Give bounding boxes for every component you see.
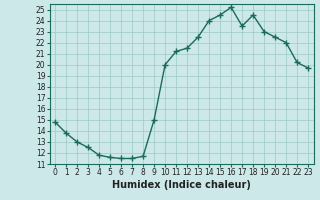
X-axis label: Humidex (Indice chaleur): Humidex (Indice chaleur) (112, 180, 251, 190)
